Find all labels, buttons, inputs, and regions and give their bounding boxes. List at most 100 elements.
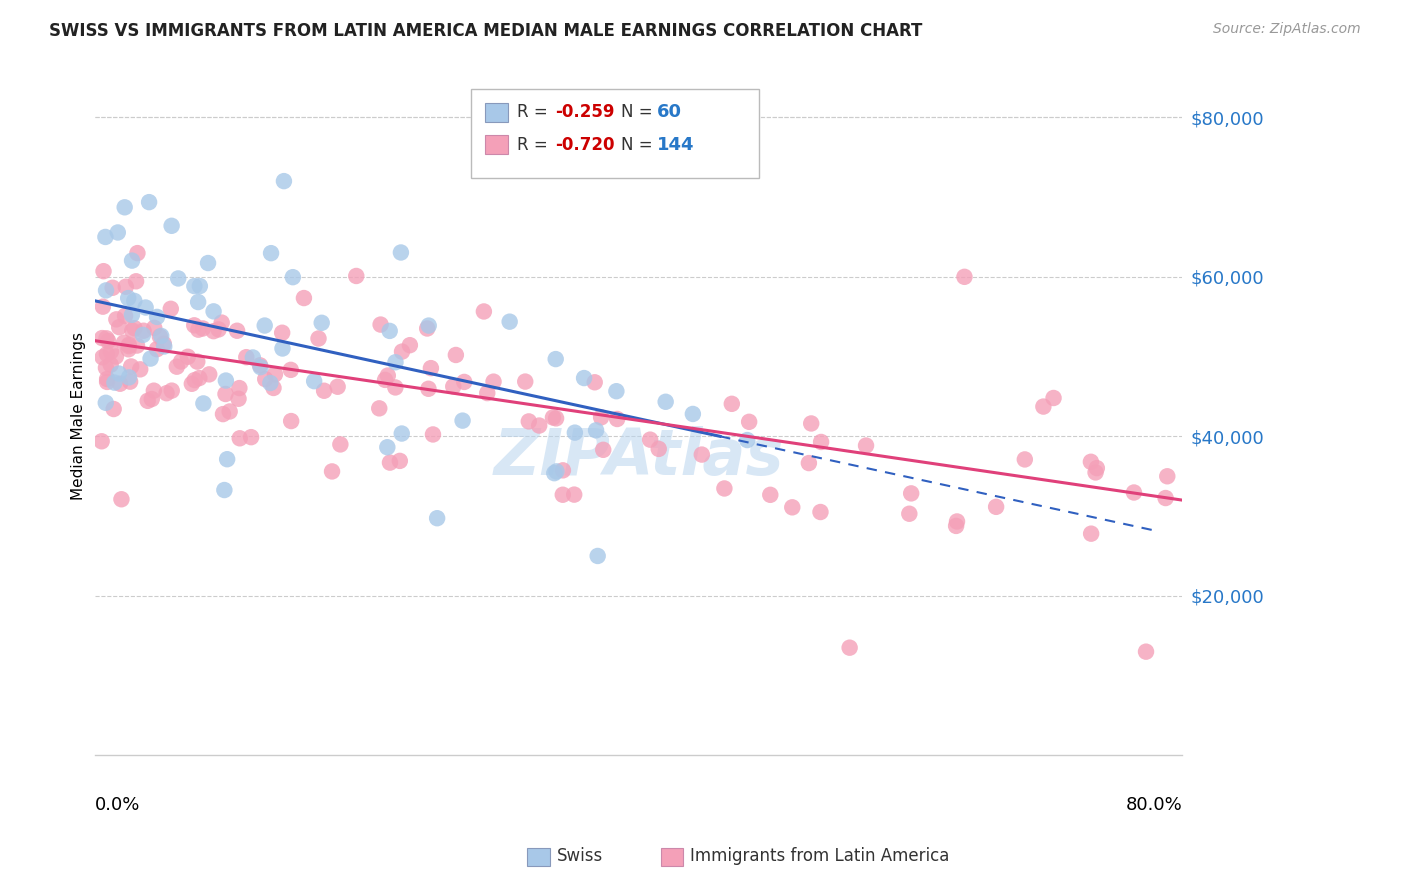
Point	[254, 372, 277, 386]
Point	[551, 488, 574, 502]
Point	[132, 327, 155, 342]
Point	[378, 324, 401, 338]
Point	[121, 253, 143, 268]
Point	[441, 379, 464, 393]
Text: R =: R =	[517, 103, 554, 121]
Point	[551, 463, 574, 477]
Point	[377, 368, 399, 383]
Point	[183, 373, 205, 387]
Point	[91, 331, 114, 345]
Point	[1080, 526, 1102, 541]
Point	[93, 264, 115, 278]
Point	[142, 384, 165, 398]
Point	[214, 483, 236, 497]
Text: Immigrants from Latin America: Immigrants from Latin America	[690, 847, 949, 865]
Point	[797, 456, 820, 470]
Point	[193, 396, 215, 410]
Point	[263, 381, 285, 395]
Text: Swiss: Swiss	[557, 847, 603, 865]
Point	[292, 291, 315, 305]
Point	[451, 414, 474, 428]
Point	[1042, 391, 1064, 405]
Point	[125, 338, 148, 352]
Point	[541, 410, 564, 425]
Point	[96, 347, 118, 361]
Point	[218, 404, 240, 418]
Point	[586, 549, 609, 563]
Point	[759, 488, 782, 502]
Point	[207, 322, 229, 336]
Point	[91, 351, 114, 365]
Point	[477, 386, 499, 401]
Point	[898, 507, 921, 521]
Point	[388, 454, 411, 468]
Point	[103, 402, 125, 417]
Point	[94, 396, 117, 410]
Point	[780, 500, 803, 515]
Point	[187, 323, 209, 337]
Point	[311, 316, 333, 330]
Point	[117, 291, 139, 305]
Point	[139, 351, 162, 366]
Point	[444, 348, 467, 362]
Point	[229, 431, 252, 445]
Point	[90, 434, 112, 449]
Point	[1014, 452, 1036, 467]
Text: 80.0%: 80.0%	[1126, 796, 1182, 814]
Point	[472, 304, 495, 318]
Point	[384, 380, 406, 394]
Point	[259, 376, 281, 390]
Point	[418, 382, 440, 396]
Point	[810, 505, 832, 519]
Point	[1084, 466, 1107, 480]
Point	[187, 295, 209, 310]
Point	[242, 351, 264, 365]
Point	[900, 486, 922, 500]
Point	[302, 374, 325, 388]
Point	[202, 324, 225, 338]
Point	[107, 226, 129, 240]
Point	[321, 465, 343, 479]
Point	[146, 310, 169, 324]
Point	[214, 387, 236, 401]
Text: N =: N =	[621, 136, 658, 153]
Point	[546, 411, 568, 425]
Point	[800, 417, 823, 431]
Point	[118, 370, 141, 384]
Point	[96, 331, 118, 345]
Point	[690, 448, 713, 462]
Point	[517, 414, 540, 428]
Text: SWISS VS IMMIGRANTS FROM LATIN AMERICA MEDIAN MALE EARNINGS CORRELATION CHART: SWISS VS IMMIGRANTS FROM LATIN AMERICA M…	[49, 22, 922, 40]
Point	[374, 373, 396, 387]
Point	[217, 452, 239, 467]
Point	[544, 352, 567, 367]
Point	[141, 392, 163, 406]
Point	[314, 384, 336, 398]
Point	[152, 336, 174, 351]
Point	[810, 434, 832, 449]
Point	[482, 375, 505, 389]
Point	[125, 274, 148, 288]
Point	[416, 321, 439, 335]
Point	[166, 359, 188, 374]
Point	[378, 456, 401, 470]
Point	[391, 426, 413, 441]
Point	[100, 344, 122, 359]
Point	[94, 230, 117, 244]
Text: ZIPAtlas: ZIPAtlas	[494, 426, 783, 488]
Point	[153, 339, 176, 353]
Point	[838, 640, 860, 655]
Point	[375, 440, 398, 454]
Point	[648, 442, 671, 456]
Point	[103, 376, 125, 390]
Text: -0.720: -0.720	[555, 136, 614, 153]
Point	[235, 350, 257, 364]
Point	[228, 381, 250, 395]
Point	[96, 375, 118, 389]
Text: 144: 144	[657, 136, 695, 153]
Point	[108, 367, 131, 381]
Point	[453, 375, 475, 389]
Point	[105, 312, 128, 326]
Point	[583, 376, 606, 390]
Point	[606, 412, 628, 426]
